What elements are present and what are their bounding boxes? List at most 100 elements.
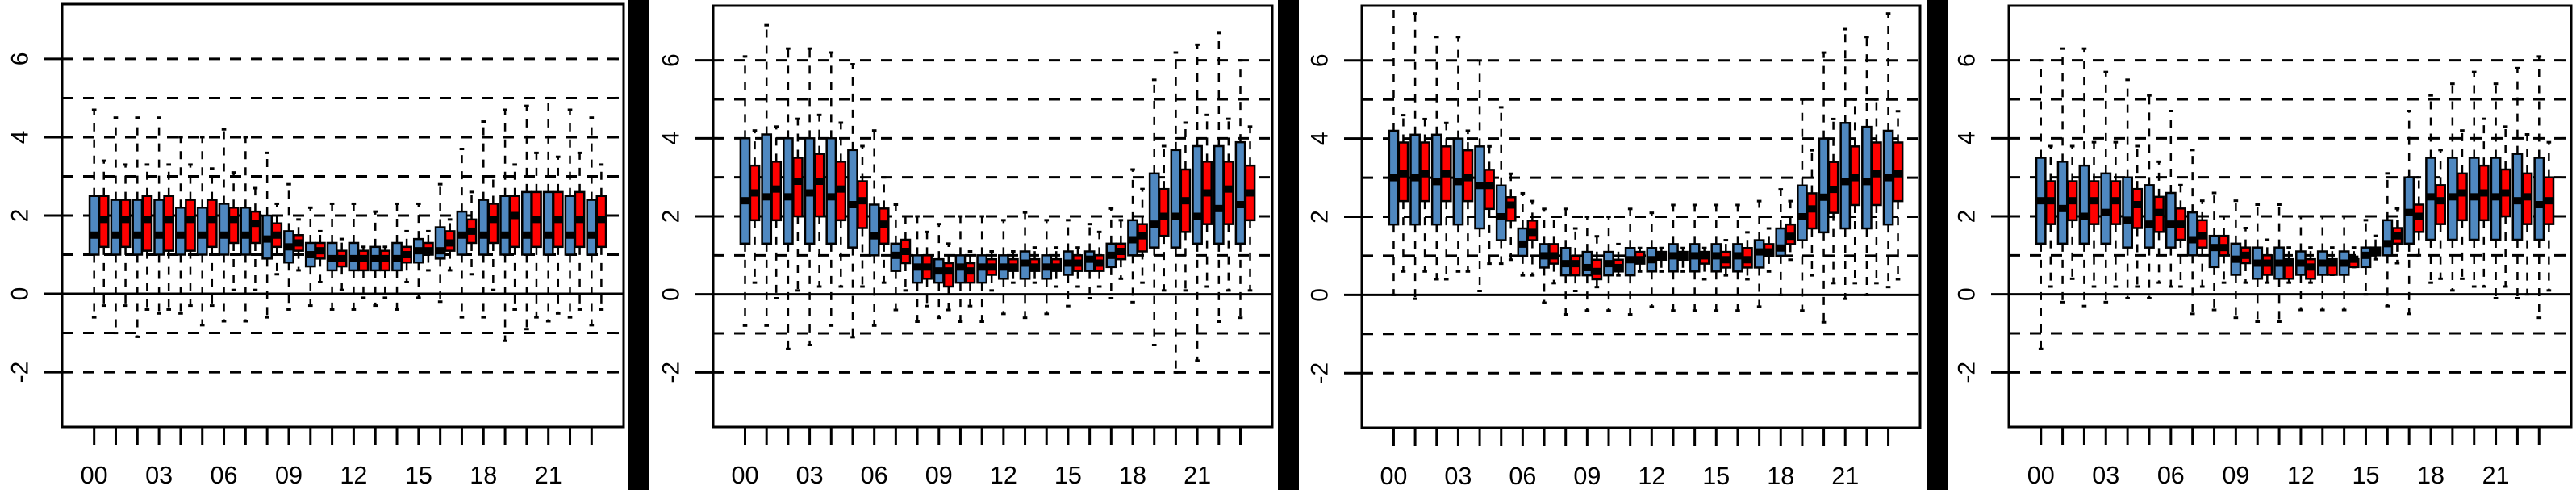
box-blue — [499, 195, 511, 256]
box-red — [487, 203, 499, 245]
y-tick-label: 0 — [7, 287, 34, 301]
box-blue — [240, 207, 252, 256]
panel-separator — [1278, 0, 1299, 490]
x-tick-label: 21 — [1831, 462, 1859, 490]
box-blue — [564, 195, 576, 256]
box-blue — [2122, 176, 2134, 249]
x-tick-label: 21 — [2482, 461, 2510, 489]
y-tick-label: 6 — [1954, 53, 1981, 67]
x-tick-label: 12 — [990, 461, 1017, 489]
box-red — [942, 262, 954, 288]
y-tick-label: 2 — [1954, 210, 1981, 224]
box-blue — [1818, 137, 1830, 234]
box-blue — [196, 207, 208, 256]
x-tick-label: 06 — [861, 461, 888, 489]
box-blue — [1495, 184, 1507, 241]
x-tick-label: 18 — [470, 461, 497, 489]
box-blue — [2100, 172, 2112, 245]
y-tick-label: -2 — [658, 362, 685, 383]
x-tick-label: 06 — [1509, 462, 1536, 490]
box-red — [119, 199, 132, 249]
box-blue — [761, 133, 773, 245]
box-blue — [1192, 144, 1203, 245]
box-blue — [783, 137, 794, 245]
box-blue — [132, 199, 144, 256]
y-tick-label: 6 — [1307, 53, 1334, 67]
box-blue — [478, 199, 490, 256]
panel-separator — [1927, 0, 1948, 490]
x-tick-label: 03 — [145, 461, 173, 489]
box-red — [1158, 187, 1170, 237]
x-tick-label: 00 — [81, 461, 108, 489]
box-red — [2131, 187, 2144, 229]
box-blue — [521, 190, 532, 256]
x-tick-label: 06 — [2157, 461, 2185, 489]
box-blue — [868, 203, 880, 257]
box-blue — [153, 199, 165, 256]
box-red — [228, 207, 240, 245]
y-tick-label: 4 — [7, 131, 34, 144]
y-tick-label: 2 — [7, 209, 34, 223]
y-tick-label: -2 — [1307, 362, 1334, 384]
box-red — [206, 199, 218, 249]
x-tick-label: 15 — [1054, 461, 1082, 489]
box-red — [185, 199, 196, 252]
panel-1: -2 0 2 4 6 00 03 06 09 12 15 18 21 — [7, 2, 625, 489]
x-tick-label: 21 — [535, 461, 562, 489]
panel-4: -2 0 2 4 6 00 03 06 09 12 15 18 21 — [1954, 4, 2573, 489]
x-tick-label: 15 — [405, 461, 432, 489]
x-tick-label: 00 — [732, 461, 759, 489]
box-red — [2283, 257, 2295, 280]
x-tick-label: 09 — [2222, 461, 2249, 489]
x-tick-label: 15 — [1702, 462, 1730, 490]
y-tick-label: 0 — [1954, 287, 1981, 301]
box-red — [2457, 172, 2468, 222]
box-blue — [2511, 153, 2524, 241]
panel-separator — [628, 0, 649, 490]
box-blue — [542, 190, 554, 256]
x-tick-label: 15 — [2352, 461, 2379, 489]
box-red — [792, 157, 804, 218]
box-blue — [2533, 157, 2545, 241]
box-red — [249, 210, 261, 245]
box-blue — [739, 137, 751, 245]
box-blue — [2208, 234, 2220, 269]
box-blue — [1234, 140, 1246, 245]
box-blue — [2186, 211, 2198, 257]
x-tick-label: 03 — [2092, 461, 2119, 489]
x-tick-label: 09 — [925, 461, 953, 489]
x-tick-label: 03 — [1444, 462, 1472, 490]
panel-3: -2 0 2 4 6 00 03 06 09 12 15 18 21 — [1307, 4, 1922, 490]
y-tick-label: 2 — [1307, 210, 1334, 224]
box-blue — [2144, 184, 2155, 249]
x-tick-label: 18 — [1119, 461, 1146, 489]
box-blue — [1839, 122, 1852, 230]
box-red — [1222, 161, 1234, 225]
y-tick-label: 4 — [1954, 132, 1981, 145]
x-tick-label: 09 — [1573, 462, 1601, 490]
box-blue — [2165, 191, 2177, 249]
y-tick-label: 6 — [7, 52, 34, 66]
box-blue — [2382, 219, 2394, 257]
box-red — [2435, 184, 2446, 225]
panel-2: -2 0 2 4 6 00 03 06 09 12 15 18 21 — [658, 4, 1274, 489]
box-blue — [1861, 125, 1873, 230]
x-tick-label: 12 — [2287, 461, 2315, 489]
y-tick-label: 2 — [658, 210, 685, 224]
y-tick-label: 0 — [1307, 288, 1334, 302]
y-tick-label: 4 — [658, 132, 685, 145]
box-red — [509, 195, 521, 249]
y-tick-label: -2 — [7, 362, 34, 383]
box-blue — [847, 149, 858, 249]
y-tick-label: 6 — [658, 53, 685, 67]
box-blue — [2078, 164, 2090, 245]
box-blue — [110, 199, 122, 256]
x-tick-label: 18 — [1767, 462, 1794, 490]
x-tick-label: 12 — [1638, 462, 1665, 490]
box-blue — [218, 203, 230, 256]
x-tick-label: 09 — [275, 461, 303, 489]
box-red — [2326, 257, 2338, 276]
box-blue — [1170, 149, 1182, 249]
